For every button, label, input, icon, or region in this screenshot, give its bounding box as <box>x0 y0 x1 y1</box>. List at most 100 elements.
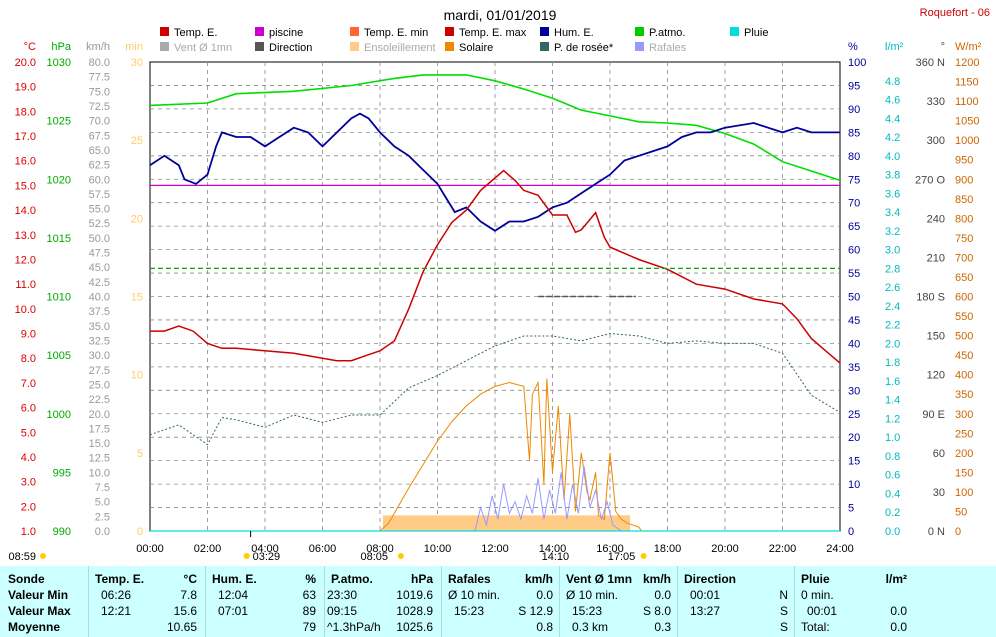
stats-rain-max-value: 0.0 <box>890 604 907 618</box>
humidity-axis-tick: 70 <box>848 198 860 210</box>
temp-axis-unit: °C <box>24 41 36 53</box>
legend-label: Direction <box>269 42 312 54</box>
rain-axis-tick: 1.8 <box>885 357 900 369</box>
stats-pressure-min-time: 23:30 <box>327 588 358 602</box>
stats-direction-avg-value: S <box>779 620 788 634</box>
wind-axis-tick: 45.0 <box>89 262 110 274</box>
time-tick: 22:00 <box>769 543 797 555</box>
stats-header-wind: Vent Ø 1mn <box>566 572 633 586</box>
pressure-axis-tick: 1005 <box>47 350 71 362</box>
marker-a-dot <box>243 553 250 559</box>
temp-axis-tick: 13.0 <box>15 230 36 242</box>
humidity-axis-unit: % <box>848 41 858 53</box>
wind-axis-tick: 62.5 <box>89 160 110 172</box>
wind-axis-tick: 7.5 <box>95 482 110 494</box>
pressure-axis-tick: 1020 <box>47 174 71 186</box>
solar-axis-tick: 900 <box>955 174 973 186</box>
stats-pressure-max-time: 09:15 <box>327 604 358 618</box>
legend-label: Temp. E. <box>174 27 217 39</box>
humidity-axis-tick: 5 <box>848 503 854 515</box>
wind-axis-tick: 50.0 <box>89 233 110 245</box>
stats-label-max: Valeur Max <box>8 604 71 618</box>
wind-axis-tick: 55.0 <box>89 204 110 216</box>
stats-header-hum: Hum. E. <box>212 572 257 586</box>
rain-axis-tick: 0.0 <box>885 526 900 538</box>
legend-label: Temp. E. max <box>459 27 527 39</box>
stats-header-sonde: Sonde <box>8 572 45 586</box>
sunshine-band <box>382 515 631 531</box>
stats-rain-max-time: 00:01 <box>807 604 838 618</box>
solar-axis-tick: 100 <box>955 487 973 499</box>
solar-axis-tick: 300 <box>955 409 973 421</box>
solar-axis-tick: 450 <box>955 350 973 362</box>
temp-axis-tick: 8.0 <box>21 353 36 365</box>
temp-axis-tick: 3.0 <box>21 477 36 489</box>
direction-axis-tick: 60 <box>933 448 945 460</box>
wind-axis-tick: 57.5 <box>89 189 110 201</box>
solar-axis-tick: 350 <box>955 389 973 401</box>
solar-axis-tick: 1000 <box>955 135 979 147</box>
stats-divider <box>559 566 560 637</box>
humidity-axis-tick: 60 <box>848 245 860 257</box>
sunset-label: 17:05 <box>608 551 636 563</box>
sunrise-dot <box>40 553 46 559</box>
pressure-axis-tick: 1010 <box>47 292 71 304</box>
time-tick: 06:00 <box>309 543 337 555</box>
solar-axis-tick: 1050 <box>955 116 979 128</box>
stats-divider <box>324 566 325 637</box>
minutes-axis-tick: 15 <box>131 292 143 304</box>
series-gusts <box>474 466 622 532</box>
stats-temp-min-value: 7.8 <box>180 588 197 602</box>
rain-axis-tick: 0.8 <box>885 451 900 463</box>
wind-axis-tick: 22.5 <box>89 394 110 406</box>
stats-header-gusts: Rafales <box>448 572 491 586</box>
stats-table: Sonde Valeur Min Valeur Max Moyenne Temp… <box>0 566 996 637</box>
solar-axis-tick: 500 <box>955 331 973 343</box>
humidity-axis-tick: 80 <box>848 151 860 163</box>
stats-divider <box>794 566 795 637</box>
marker-c-label: 14:10 <box>542 551 570 563</box>
legend-swatch <box>350 27 359 36</box>
legend-swatch <box>255 42 264 51</box>
rain-axis-tick: 1.0 <box>885 432 900 444</box>
stats-wind-min-value: 0.0 <box>654 588 671 602</box>
stats-temp-avg-value: 10.65 <box>166 620 197 634</box>
humidity-axis-tick: 50 <box>848 292 860 304</box>
humidity-axis-tick: 30 <box>848 385 860 397</box>
stats-col-temp: Temp. E. °C 06:26 7.8 12:21 15.6 10.65 <box>89 566 205 637</box>
stats-header-direction: Direction <box>684 572 737 586</box>
temp-axis-tick: 6.0 <box>21 403 36 415</box>
pressure-axis-tick: 1030 <box>47 57 71 69</box>
wind-axis-unit: km/h <box>86 41 110 53</box>
stats-divider <box>205 566 206 637</box>
rain-axis-tick: 2.0 <box>885 338 900 350</box>
solar-axis-unit: W/m² <box>955 41 982 53</box>
temp-axis-tick: 12.0 <box>15 254 36 266</box>
time-tick: 00:00 <box>136 543 164 555</box>
time-tick: 08:00 <box>366 543 394 555</box>
wind-axis-tick: 10.0 <box>89 467 110 479</box>
direction-axis-tick: 30 <box>933 487 945 499</box>
legend-label: Solaire <box>459 42 493 54</box>
solar-axis-tick: 50 <box>955 506 967 518</box>
rain-axis-tick: 4.4 <box>885 113 900 125</box>
wind-axis-tick: 20.0 <box>89 409 110 421</box>
series-dewpoint <box>149 332 841 446</box>
rain-axis-tick: 2.2 <box>885 320 900 332</box>
rain-axis-unit: l/m² <box>885 41 904 53</box>
rain-axis-tick: 2.4 <box>885 301 900 313</box>
legend-swatch <box>160 42 169 51</box>
humidity-axis-tick: 55 <box>848 268 860 280</box>
legend-label: Pluie <box>744 27 768 39</box>
rain-axis-tick: 3.0 <box>885 245 900 257</box>
direction-axis-tick: 270 O <box>915 174 945 186</box>
stats-gusts-avg-value: 0.8 <box>536 620 553 634</box>
wind-axis-tick: 12.5 <box>89 453 110 465</box>
direction-axis-tick: 150 <box>927 331 945 343</box>
stats-label-avg: Moyenne <box>8 620 61 634</box>
solar-axis-tick: 1200 <box>955 57 979 69</box>
stats-wind-max-time: 15:23 <box>572 604 603 618</box>
minutes-axis-tick: 0 <box>137 526 143 538</box>
wind-axis-tick: 35.0 <box>89 321 110 333</box>
